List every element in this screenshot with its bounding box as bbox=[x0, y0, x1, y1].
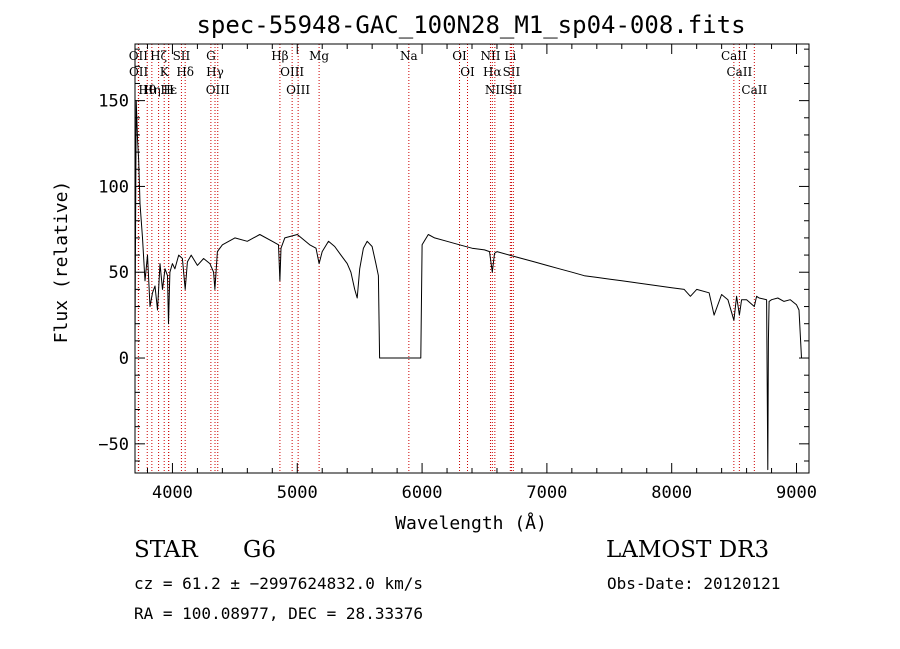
x-tick-label: 4000 bbox=[152, 483, 193, 503]
spectrum-series bbox=[134, 100, 802, 471]
spectral-line-label: OI bbox=[452, 49, 467, 63]
spectral-line-label: Hβ bbox=[271, 49, 288, 63]
x-axis-label: Wavelength (Å) bbox=[395, 512, 547, 534]
x-tick-label: 9000 bbox=[776, 483, 817, 503]
ra-dec-coordinates: RA = 100.08977, DEC = 28.33376 bbox=[134, 604, 423, 623]
y-tick-label: 50 bbox=[109, 263, 129, 283]
spectral-line-label: Li bbox=[504, 49, 516, 63]
spectral-line-label: Hδ bbox=[176, 65, 194, 79]
spectrum-line bbox=[134, 100, 802, 471]
spectral-line-label: Hε bbox=[160, 83, 177, 97]
spectral-line-label: CaII bbox=[726, 65, 752, 79]
object-subclass: G6 bbox=[243, 537, 277, 563]
x-axis: 4000 5000 6000 7000 8000 9000 bbox=[146, 44, 817, 503]
plot-frame bbox=[134, 43, 810, 474]
spectral-line-label: OI bbox=[460, 65, 475, 79]
spectral-line-label: SII bbox=[503, 65, 521, 79]
y-axis-label: Flux (relative) bbox=[51, 181, 72, 344]
spectral-line-label: OIII bbox=[280, 65, 304, 79]
spectral-line-label: Hγ bbox=[206, 65, 224, 79]
spectral-line-label: OIII bbox=[206, 83, 230, 97]
spectral-line-label: NII bbox=[485, 83, 505, 97]
spectral-line-label: Hα bbox=[483, 65, 502, 79]
spectral-line-label: Na bbox=[400, 49, 418, 63]
y-tick-label: −50 bbox=[98, 435, 129, 455]
spectral-line-markers: OIIOIIHθHηHζKHHεSIIHδGHγOIIIHβOIIIOIIIMg… bbox=[129, 44, 767, 473]
spectral-line-label: CaII bbox=[721, 49, 747, 63]
x-tick-label: 8000 bbox=[651, 483, 692, 503]
y-tick-label: 150 bbox=[98, 92, 129, 112]
redshift-cz: cz = 61.2 ± −2997624832.0 km/s bbox=[134, 574, 423, 593]
spectral-line-label: Hζ bbox=[150, 49, 167, 63]
chart-title: spec-55948-GAC_100N28_M1_sp04-008.fits bbox=[196, 11, 745, 39]
obs-date: Obs-Date: 20120121 bbox=[607, 574, 781, 593]
y-axis: −50 0 50 100 150 bbox=[98, 48, 809, 462]
spectral-line-label: Mg bbox=[309, 49, 329, 63]
object-class: STAR bbox=[134, 537, 198, 563]
spectral-line-label: OIII bbox=[286, 83, 310, 97]
y-tick-label: 100 bbox=[98, 177, 129, 197]
spectral-line-label: K bbox=[160, 65, 170, 79]
spectral-line-label: SII bbox=[173, 49, 191, 63]
x-tick-label: 5000 bbox=[277, 483, 318, 503]
spectral-line-label: Hη bbox=[143, 83, 161, 97]
survey-name: LAMOST DR3 bbox=[606, 537, 770, 563]
spectral-line-label: SII bbox=[504, 83, 522, 97]
spectral-line-label: OII bbox=[129, 65, 149, 79]
spectral-line-label: NII bbox=[480, 49, 500, 63]
y-tick-label: 0 bbox=[119, 349, 129, 369]
spectral-line-label: G bbox=[206, 49, 216, 63]
spectral-line-label: CaII bbox=[741, 83, 767, 97]
x-tick-label: 6000 bbox=[402, 483, 443, 503]
x-tick-label: 7000 bbox=[526, 483, 567, 503]
